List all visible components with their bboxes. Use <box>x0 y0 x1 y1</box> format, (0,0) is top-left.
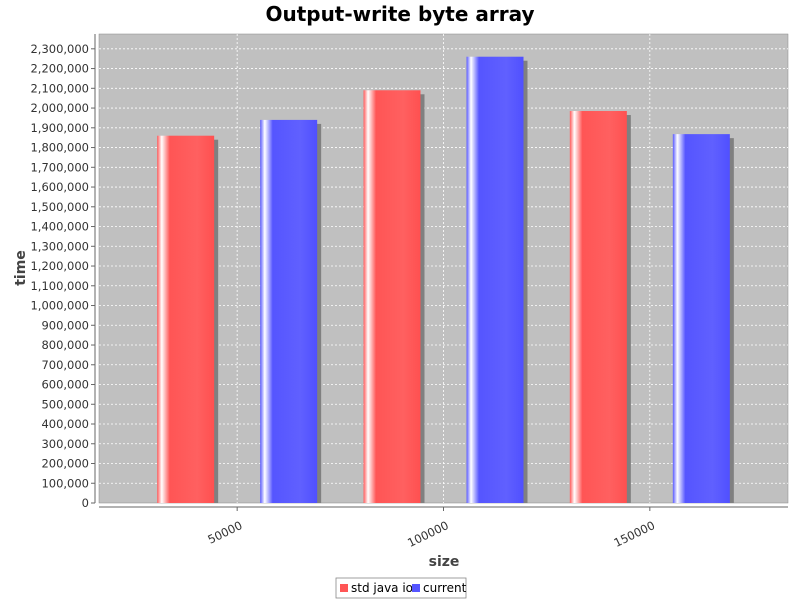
bar-current-100000 <box>466 56 524 503</box>
bar-std-java-io-150000 <box>569 111 627 503</box>
x-axis-title: size <box>429 554 460 570</box>
legend-label-current: current <box>423 581 467 595</box>
y-axis-ticks: 0 100,000 200,000 300,000 400,000 500,000 600,… <box>30 42 95 510</box>
x-tick-label: 150000 <box>612 518 658 550</box>
y-tick-label: 1,700,000 <box>30 160 89 174</box>
y-tick-label: 1,900,000 <box>30 121 89 135</box>
bar-std-java-io-100000 <box>363 90 421 503</box>
y-tick-label: 2,300,000 <box>30 42 89 56</box>
y-tick-label: 1,100,000 <box>30 279 89 293</box>
grid-lines <box>99 34 788 503</box>
bar-current-50000 <box>260 119 318 503</box>
x-tick-label: 50000 <box>205 518 244 547</box>
bar-std-java-io-50000 <box>157 135 215 503</box>
y-tick-label: 1,600,000 <box>30 180 89 194</box>
chart-title: Output-write byte array <box>265 2 534 26</box>
y-tick-label: 300,000 <box>41 437 89 451</box>
x-tick-label: 100000 <box>405 518 451 550</box>
y-axis-title: time <box>13 250 29 286</box>
legend-swatch-std-java-io <box>340 584 348 592</box>
y-tick-label: 2,000,000 <box>30 101 89 115</box>
x-axis-ticks: 50000 100000 150000 <box>205 507 657 550</box>
y-tick-label: 2,200,000 <box>30 62 89 76</box>
legend: std java io current <box>335 577 467 599</box>
y-tick-label: 1,200,000 <box>30 259 89 273</box>
y-tick-label: 1,800,000 <box>30 141 89 155</box>
y-tick-label: 700,000 <box>41 358 89 372</box>
legend-swatch-current <box>412 584 420 592</box>
y-tick-label: 100,000 <box>41 476 89 490</box>
y-tick-label: 800,000 <box>41 338 89 352</box>
y-tick-label: 600,000 <box>41 378 89 392</box>
y-tick-label: 1,500,000 <box>30 200 89 214</box>
y-tick-label: 200,000 <box>41 457 89 471</box>
y-tick-label: 400,000 <box>41 417 89 431</box>
y-tick-label: 1,400,000 <box>30 220 89 234</box>
bar-current-150000 <box>672 134 730 504</box>
legend-label-std-java-io: std java io <box>351 581 413 595</box>
y-tick-label: 1,000,000 <box>30 299 89 313</box>
legend-box <box>335 577 467 599</box>
y-tick-label: 1,300,000 <box>30 239 89 253</box>
y-tick-label: 900,000 <box>41 318 89 332</box>
y-tick-label: 500,000 <box>41 397 89 411</box>
y-tick-label: 2,100,000 <box>30 81 89 95</box>
y-tick-label: 0 <box>82 496 89 510</box>
bars <box>157 56 734 504</box>
